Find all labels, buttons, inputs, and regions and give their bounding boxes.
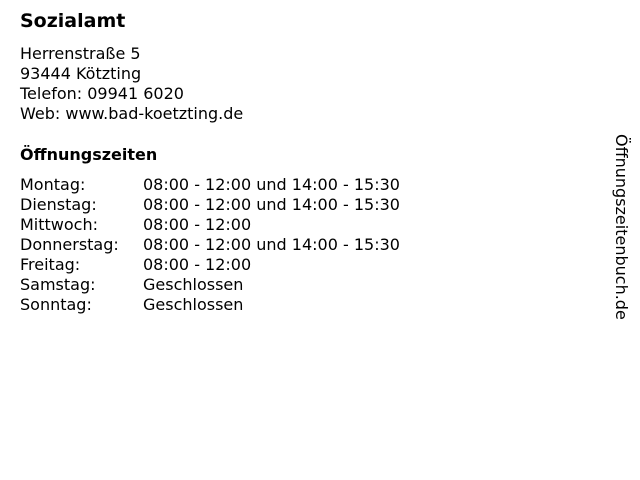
time: Geschlossen bbox=[143, 295, 244, 314]
time: 08:00 - 12:00 und 14:00 - 15:30 bbox=[143, 195, 400, 214]
time: 08:00 - 12:00 bbox=[143, 255, 252, 274]
day: Freitag: bbox=[20, 255, 81, 274]
hours-row: Freitag: 08:00 - 12:00 bbox=[20, 255, 400, 275]
address: Herrenstraße 5 93444 Kötzting Telefon: 0… bbox=[20, 44, 243, 124]
phone: Telefon: 09941 6020 bbox=[20, 84, 184, 103]
hours-row: Montag: 08:00 - 12:00 und 14:00 - 15:30 bbox=[20, 175, 400, 195]
hours-row: Donnerstag: 08:00 - 12:00 und 14:00 - 15:… bbox=[20, 235, 400, 255]
hours-row: Sonntag: Geschlossen bbox=[20, 295, 400, 315]
day: Donnerstag: bbox=[20, 235, 119, 254]
hours-table: Montag: 08:00 - 12:00 und 14:00 - 15:30 Di… bbox=[20, 175, 400, 315]
day: Mittwoch: bbox=[20, 215, 98, 234]
time: 08:00 - 12:00 und 14:00 - 15:30 bbox=[143, 235, 400, 254]
day: Montag: bbox=[20, 175, 86, 194]
page-title: Sozialamt bbox=[20, 10, 126, 32]
hours-row: Samstag: Geschlossen bbox=[20, 275, 400, 295]
time: Geschlossen bbox=[143, 275, 244, 294]
website: Web: www.bad-koetzting.de bbox=[20, 104, 244, 123]
day: Sonntag: bbox=[20, 295, 92, 314]
hours-row: Dienstag: 08:00 - 12:00 und 14:00 - 15:30 bbox=[20, 195, 400, 215]
city: 93444 Kötzting bbox=[20, 64, 142, 83]
watermark: Öffnungszeitenbuch.de bbox=[612, 134, 631, 320]
time: 08:00 - 12:00 und 14:00 - 15:30 bbox=[143, 175, 400, 194]
day: Dienstag: bbox=[20, 195, 97, 214]
time: 08:00 - 12:00 bbox=[143, 215, 252, 234]
hours-heading: Öffnungszeiten bbox=[20, 145, 158, 164]
street: Herrenstraße 5 bbox=[20, 44, 141, 63]
day: Samstag: bbox=[20, 275, 96, 294]
hours-row: Mittwoch: 08:00 - 12:00 bbox=[20, 215, 400, 235]
